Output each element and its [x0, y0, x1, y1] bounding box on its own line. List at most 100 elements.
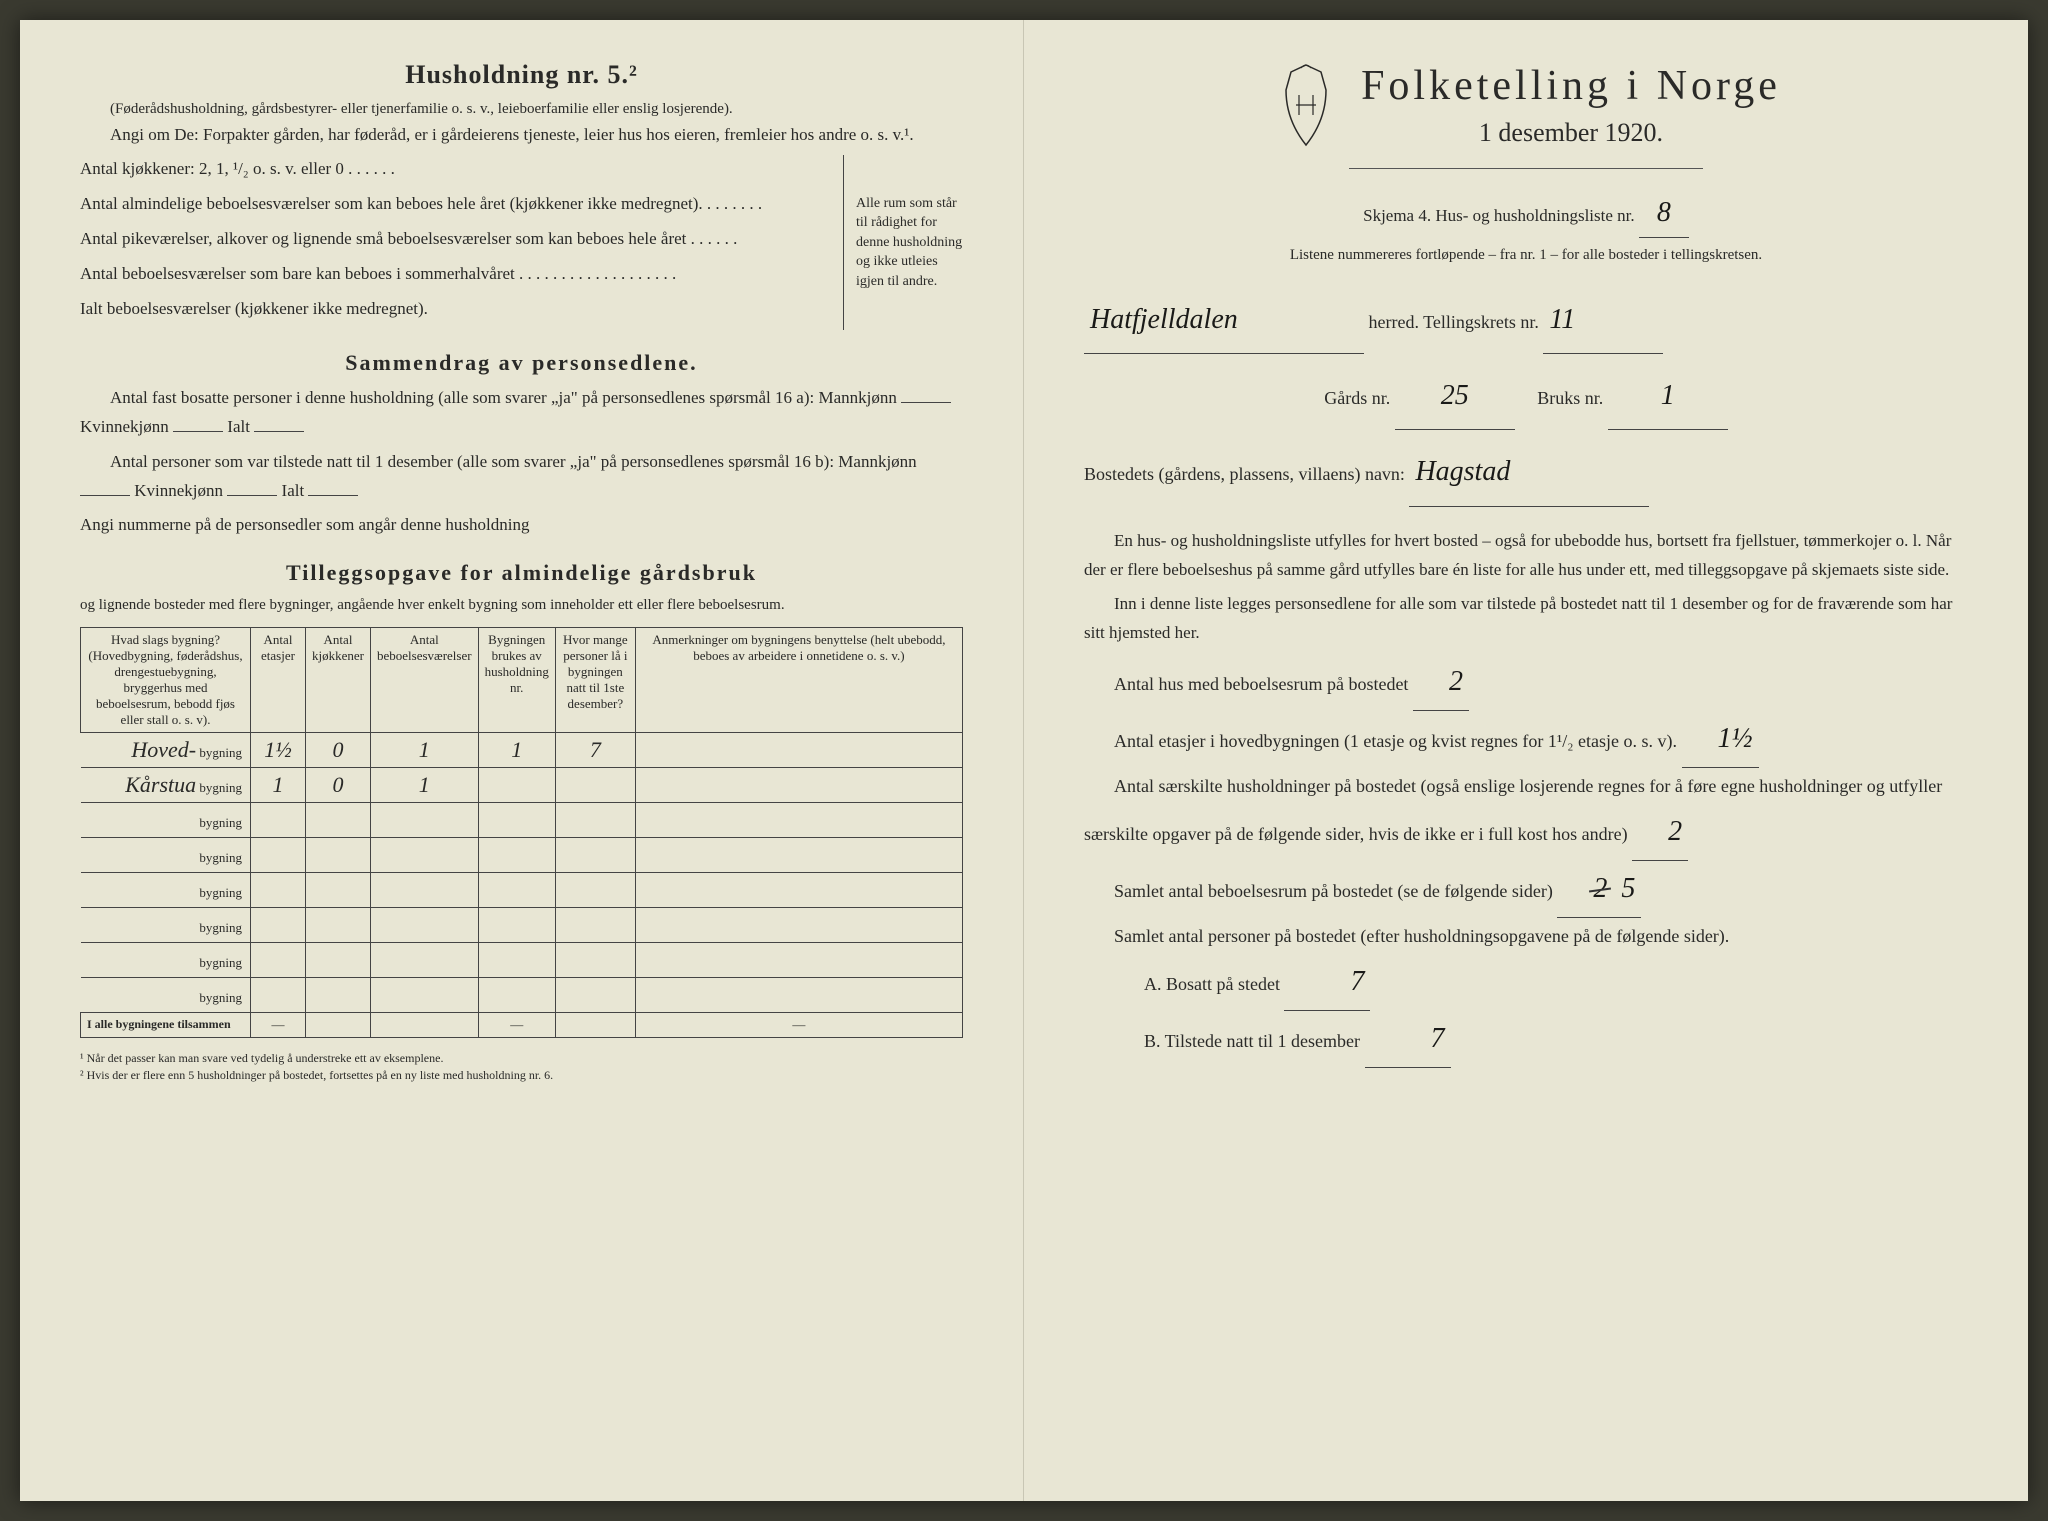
coat-of-arms-icon	[1271, 60, 1341, 150]
right-page: Folketelling i Norge 1 desember 1920. Sk…	[1024, 20, 2028, 1501]
rooms-c: Antal beboelsesværelser som bare kan beb…	[80, 260, 843, 289]
th-5: Bygningen brukes av husholdning nr.	[478, 627, 555, 732]
q2: Antal etasjer i hovedbygningen (1 etasje…	[1084, 711, 1968, 768]
listene-line: Listene nummereres fortløpende – fra nr.…	[1084, 244, 1968, 267]
th-3: Antal kjøkkener	[306, 627, 371, 732]
bruks-label: Bruks nr.	[1537, 388, 1603, 408]
herred-value: Hatfjelldalen	[1084, 286, 1364, 354]
rooms-total: Ialt beboelsesværelser (kjøkkener ikke m…	[80, 295, 843, 324]
cell-hush	[478, 837, 555, 872]
q5b: B. Tilstede natt til 1 desember 7	[1084, 1011, 1968, 1068]
blank	[80, 495, 130, 496]
cell-beb: 1	[370, 767, 478, 802]
row-name: Kårstua bygning	[81, 767, 251, 802]
row-name: bygning	[81, 837, 251, 872]
q4-label: Samlet antal beboelsesrum på bostedet (s…	[1114, 881, 1553, 901]
cell-pers	[555, 977, 635, 1012]
blank	[227, 495, 277, 496]
cell-etasjer	[251, 837, 306, 872]
summary-p1c2: Ialt	[282, 481, 305, 500]
bosted-label: Bostedets (gårdens, plassens, villaens) …	[1084, 464, 1405, 484]
left-page: Husholdning nr. 5.² (Føderådshusholdning…	[20, 20, 1024, 1501]
cell-pers	[555, 907, 635, 942]
q2-label: Antal etasjer i hovedbygningen (1 etasje…	[1114, 731, 1677, 751]
th-4: Antal beboelsesværelser	[370, 627, 478, 732]
cell-beb	[370, 907, 478, 942]
cell-anm	[635, 907, 962, 942]
skjema-label: Skjema 4. Hus- og husholdningsliste nr.	[1363, 206, 1635, 225]
table-row: bygning	[81, 837, 963, 872]
row-name: Hoved- bygning	[81, 732, 251, 767]
total-label: I alle bygningene tilsammen	[81, 1012, 251, 1037]
dash2: —	[478, 1012, 555, 1037]
cell-anm	[635, 977, 962, 1012]
table-row: bygning	[81, 802, 963, 837]
q5a: A. Bosatt på stedet 7	[1084, 954, 1968, 1011]
cell-etasjer	[251, 907, 306, 942]
summary-p1b2: Kvinnekjønn	[134, 481, 223, 500]
q5-label: Samlet antal personer på bostedet (efter…	[1084, 918, 1968, 954]
cell-beb	[370, 837, 478, 872]
table-row: bygning	[81, 872, 963, 907]
table-row: bygning	[81, 942, 963, 977]
blank-cell	[555, 1012, 635, 1037]
census-title: Folketelling i Norge	[1361, 62, 1781, 110]
th-1: Hvad slags bygning? (Hovedbygning, føder…	[81, 627, 251, 732]
cell-kjokk	[306, 802, 371, 837]
cell-etasjer	[251, 802, 306, 837]
table-row: bygning	[81, 977, 963, 1012]
krets-nr: 11	[1543, 286, 1663, 354]
q3-value: 2	[1632, 804, 1688, 861]
cell-kjokk	[306, 977, 371, 1012]
cell-anm	[635, 872, 962, 907]
cell-beb	[370, 802, 478, 837]
building-table: Hvad slags bygning? (Hovedbygning, føder…	[80, 627, 963, 1038]
gaards-nr: 25	[1395, 362, 1515, 430]
blank-cell	[306, 1012, 371, 1037]
q4-value: 2 5	[1557, 861, 1641, 918]
footnotes: ¹ Når det passer kan man svare ved tydel…	[80, 1050, 963, 1084]
summary-p2-text: Antal personer som var tilstede natt til…	[110, 452, 917, 471]
table-row: Kårstua bygning101	[81, 767, 963, 802]
q3-label: Antal særskilte husholdninger på bostede…	[1084, 776, 1942, 844]
cell-beb	[370, 977, 478, 1012]
q1-value: 2	[1413, 654, 1469, 711]
cell-pers	[555, 767, 635, 802]
cell-etasjer	[251, 872, 306, 907]
blank	[901, 402, 951, 403]
tillegg-heading: Tilleggsopgave for almindelige gårdsbruk	[80, 560, 963, 586]
bosted-name: Hagstad	[1409, 438, 1649, 506]
th-6: Hvor mange personer lå i bygningen natt …	[555, 627, 635, 732]
cell-kjokk	[306, 942, 371, 977]
table-row: Hoved- bygning1½0117	[81, 732, 963, 767]
cell-hush	[478, 907, 555, 942]
row-name: bygning	[81, 977, 251, 1012]
q1: Antal hus med beboelsesrum på bostedet 2	[1084, 654, 1968, 711]
instr-1: En hus- og husholdningsliste utfylles fo…	[1084, 527, 1968, 585]
dash3: —	[635, 1012, 962, 1037]
cell-anm	[635, 732, 962, 767]
document-spread: Husholdning nr. 5.² (Føderådshusholdning…	[20, 20, 2028, 1501]
q5b-value: 7	[1365, 1011, 1451, 1068]
cell-pers	[555, 802, 635, 837]
q4-new: 5	[1621, 873, 1635, 904]
cell-anm	[635, 942, 962, 977]
summary-note: Angi nummerne på de personsedler som ang…	[80, 511, 963, 540]
table-row: bygning	[81, 907, 963, 942]
cell-kjokk: 0	[306, 767, 371, 802]
bosted-row: Bostedets (gårdens, plassens, villaens) …	[1084, 438, 1968, 506]
tillegg-sub: og lignende bosteder med flere bygninger…	[80, 594, 963, 617]
cell-pers: 7	[555, 732, 635, 767]
q5a-label: A. Bosatt på stedet	[1144, 974, 1280, 994]
kitchens-line: Antal kjøkkener: 2, 1, ¹/₂ o. s. v. elle…	[80, 155, 843, 184]
rooms-section: Antal kjøkkener: 2, 1, ¹/₂ o. s. v. elle…	[80, 155, 963, 329]
row-name: bygning	[81, 942, 251, 977]
right-header: Folketelling i Norge 1 desember 1920.	[1084, 60, 1968, 169]
blank	[254, 431, 304, 432]
cell-hush	[478, 977, 555, 1012]
angi-line: Angi om De: Forpakter gården, har føderå…	[80, 121, 963, 150]
rooms-b: Antal pikeværelser, alkover og lignende …	[80, 225, 843, 254]
row-name: bygning	[81, 872, 251, 907]
cell-pers	[555, 942, 635, 977]
census-date: 1 desember 1920.	[1361, 118, 1781, 148]
